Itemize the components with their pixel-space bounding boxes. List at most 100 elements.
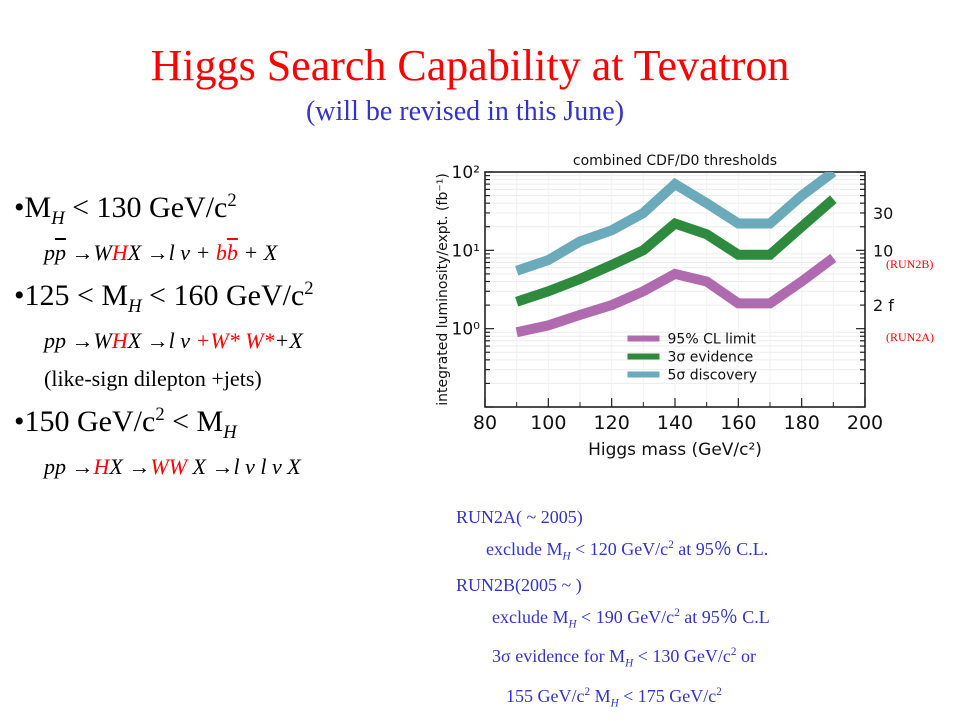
note-text: < 130 GeV/c xyxy=(633,646,731,667)
antiproton: p xyxy=(55,240,66,265)
bullet-high-mass: •150 GeV/c2 < MH xyxy=(14,404,444,444)
note-text: 3σ evidence for M xyxy=(492,646,626,667)
bullet-text: < M xyxy=(164,405,224,438)
reaction-text: X →l xyxy=(127,328,181,353)
reaction-text: + X xyxy=(237,240,278,265)
reaction-text: X →l xyxy=(127,240,181,265)
right-luminosity-label: 30 fb⁻¹ xyxy=(873,204,895,223)
legend-label: 5σ discovery xyxy=(668,367,758,383)
x-tick-label: 140 xyxy=(657,412,693,434)
series-band-1 xyxy=(515,195,837,307)
page-subtitle: (will be revised in this June) xyxy=(305,96,625,127)
reaction-text: pp → xyxy=(44,454,94,479)
run2a-label: (RUN2A) xyxy=(886,330,934,344)
reaction-whx-bb: pp →WHX →l ν + bb + X xyxy=(44,240,444,266)
note-text: exclude M xyxy=(492,606,569,627)
note-run2a-exclusion: exclude MH < 120 GeV/c2 at 95％ C.L. xyxy=(456,535,946,567)
run-notes: RUN2A( ~ 2005) exclude MH < 120 GeV/c2 a… xyxy=(456,507,946,721)
x-tick-label: 120 xyxy=(594,412,630,434)
superscript: 2 xyxy=(584,685,591,698)
note-text: < 190 GeV/c xyxy=(576,606,675,627)
note-text: at 95％ C.L. xyxy=(673,539,769,559)
superscript: 2 xyxy=(716,685,722,698)
x-tick-label: 100 xyxy=(530,412,566,434)
anti-bottom-quark: b xyxy=(226,240,238,265)
subscript-h: H xyxy=(562,550,571,563)
dilepton-note: (like-sign dilepton +jets) xyxy=(44,366,262,391)
subscript-h: H xyxy=(223,422,237,443)
bullet-text: •125 < M xyxy=(14,279,129,312)
bullet-low-mass: •MH < 130 GeV/c2 xyxy=(14,190,444,230)
reaction-text: + xyxy=(190,240,216,265)
note-text: exclude M xyxy=(486,539,563,559)
w-bosons: +W* W* xyxy=(190,328,275,353)
higgs-symbol: H xyxy=(93,454,110,479)
bullet-text: •150 GeV/c xyxy=(14,405,156,438)
bullet-text: •M xyxy=(14,191,52,224)
reaction-text: X →l xyxy=(187,454,246,479)
note-text: < 120 GeV/c xyxy=(570,539,669,559)
x-tick-label: 160 xyxy=(720,412,756,434)
reaction-text: X → xyxy=(109,454,151,479)
right-luminosity-label: 2 fb⁻¹ xyxy=(873,296,895,315)
note-run2b-evidence-range: 155 GeV/c2 MH < 175 GeV/c2 xyxy=(456,682,946,714)
page-title: Higgs Search Capability at Tevatron xyxy=(150,41,790,90)
note-text: 155 GeV/c xyxy=(506,685,585,706)
superscript: 2 xyxy=(730,646,737,659)
superscript: 2 xyxy=(668,539,674,551)
y-axis-title: integrated luminosity/expt. (fb⁻¹) xyxy=(435,173,451,406)
superscript: 2 xyxy=(155,404,165,425)
note-text: at 95％ C.L xyxy=(679,606,770,627)
subscript-h: H xyxy=(625,657,634,670)
bottom-quark: b xyxy=(215,240,227,265)
x-tick-label: 200 xyxy=(847,412,883,434)
y-tick-label: 10² xyxy=(452,163,480,183)
w-bosons: WW xyxy=(150,454,187,479)
x-tick-label: 80 xyxy=(473,412,497,434)
subscript-h: H xyxy=(51,208,65,229)
chart-title: combined CDF/D0 thresholds xyxy=(573,153,777,169)
reaction-text: +X xyxy=(274,328,303,353)
neutrino-symbol: ν xyxy=(245,454,255,479)
series-band-0 xyxy=(515,253,837,338)
higgs-symbol: H xyxy=(111,328,128,353)
note-run2b-exclusion: exclude MH < 190 GeV/c2 at 95％ C.L xyxy=(456,603,946,635)
note-text: or xyxy=(736,646,756,667)
note-text: M xyxy=(590,685,611,706)
subscript-h: H xyxy=(568,618,577,631)
note-run2b-evidence: 3σ evidence for MH < 130 GeV/c2 or xyxy=(456,642,946,674)
reaction-hx-ww: pp →HX →WW X →l ν l ν X xyxy=(44,454,444,480)
neutrino-symbol: ν xyxy=(271,454,282,479)
bullet-text: < 160 GeV/c xyxy=(141,279,305,312)
series-band-2 xyxy=(515,172,837,276)
bullet-text: < 130 GeV/c xyxy=(64,191,228,224)
note-run2a: RUN2A( ~ 2005) xyxy=(456,507,583,527)
superscript: 2 xyxy=(674,606,680,619)
reaction-text: p xyxy=(44,240,55,265)
legend-label: 3σ evidence xyxy=(668,349,754,365)
superscript: 2 xyxy=(227,190,237,211)
subscript-h: H xyxy=(610,697,619,710)
bullet-list: •MH < 130 GeV/c2 pp →WHX →l ν + bb + X •… xyxy=(14,190,444,492)
subscript-h: H xyxy=(128,296,142,317)
note-text: < 175 GeV/c xyxy=(618,685,717,706)
x-axis-title: Higgs mass (GeV/c²) xyxy=(588,440,762,460)
legend-label: 95% CL limit xyxy=(668,331,757,347)
reaction-text: X xyxy=(281,454,301,479)
neutrino-symbol: ν xyxy=(180,328,191,353)
reaction-text: pp →W xyxy=(44,328,112,353)
reaction-text: →W xyxy=(66,240,112,265)
neutrino-symbol: ν xyxy=(180,240,191,265)
x-tick-label: 180 xyxy=(784,412,820,434)
reaction-text: l xyxy=(254,454,272,479)
note-run2b: RUN2B(2005 ~ ) xyxy=(456,574,582,595)
reaction-whx-ww: pp →WHX →l ν +W* W*+X xyxy=(44,328,444,354)
run2b-label: (RUN2B) xyxy=(886,257,934,271)
luminosity-chart: combined CDF/D0 thresholds 10⁰ 10¹ 10² 80 100… xyxy=(425,152,929,542)
higgs-symbol: H xyxy=(111,240,128,265)
chart-svg: combined CDF/D0 thresholds 10⁰ 10¹ 10² 80 100… xyxy=(435,153,929,460)
bullet-mid-mass: •125 < MH < 160 GeV/c2 xyxy=(14,278,444,318)
superscript: 2 xyxy=(304,278,314,299)
y-tick-label: 10¹ xyxy=(452,241,480,261)
y-tick-label: 10⁰ xyxy=(452,320,481,340)
